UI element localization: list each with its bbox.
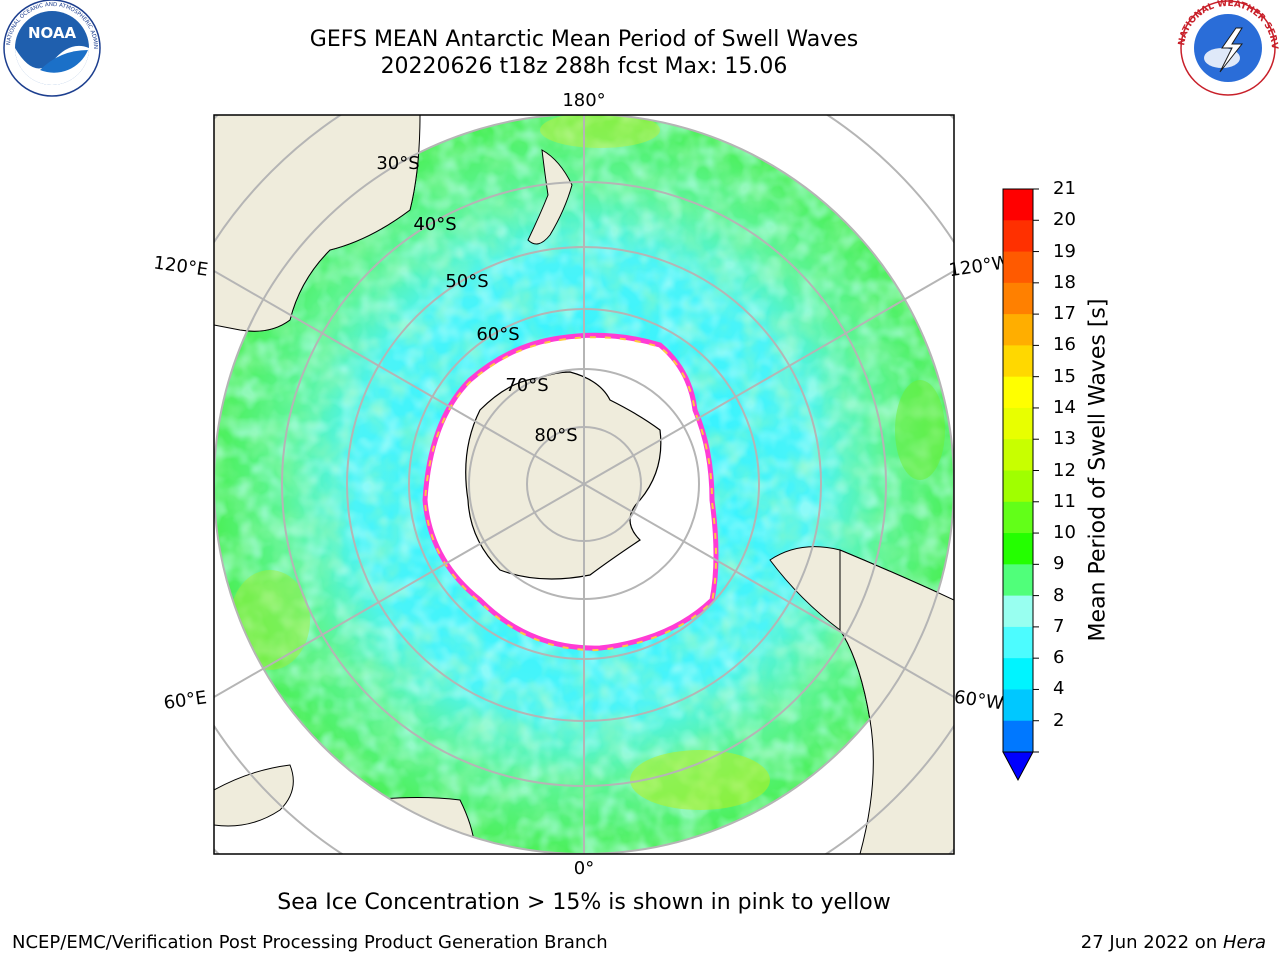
colorbar-tick-label: 11 xyxy=(1053,490,1076,512)
colorbar-swatch xyxy=(1003,689,1033,722)
colorbar-swatch xyxy=(1003,626,1033,659)
lat-label-70s: 70°S xyxy=(505,375,548,396)
lon-label-0: 0° xyxy=(574,858,594,879)
chart-title: GEFS MEAN Antarctic Mean Period of Swell… xyxy=(309,27,859,52)
colorbar-swatch xyxy=(1003,533,1033,565)
colorbar-swatch xyxy=(1003,345,1033,378)
noaa-logo: NOAA NATIONAL OCEANIC AND ATMOSPHERIC AD… xyxy=(0,0,101,97)
lon-label-120w: 120°W xyxy=(947,252,1011,281)
colorbar-tick-label: 19 xyxy=(1053,240,1076,262)
colorbar-tick-label: 7 xyxy=(1053,615,1065,637)
colorbar-swatch xyxy=(1003,251,1033,284)
colorbar-tick-label: 20 xyxy=(1053,209,1076,231)
colorbar-swatch xyxy=(1003,720,1033,753)
colorbar-swatch xyxy=(1003,501,1033,534)
lat-label-50s: 50°S xyxy=(445,271,488,292)
colorbar-swatch xyxy=(1003,407,1033,440)
meridian-120w xyxy=(583,270,954,485)
footer-host: Hera xyxy=(1222,932,1266,953)
colorbar-tick-label: 16 xyxy=(1053,334,1076,356)
colorbar-swatch xyxy=(1003,220,1033,253)
antarctica-land xyxy=(465,371,662,580)
colorbar-swatch xyxy=(1003,376,1033,409)
lat-label-80s: 80°S xyxy=(534,425,577,446)
lon-label-120e: 120°E xyxy=(152,252,209,280)
lon-label-180: 180° xyxy=(562,90,605,111)
colorbar-tick-label: 12 xyxy=(1053,459,1076,481)
colorbar-tick-label: 18 xyxy=(1053,271,1076,293)
lon-label-60w: 60°W xyxy=(953,687,1005,715)
meridian-120e xyxy=(214,270,585,485)
lat-label-60s: 60°S xyxy=(476,324,519,345)
footer-date-text: 27 Jun 2022 on xyxy=(1080,932,1223,953)
colorbar-tick-label: 8 xyxy=(1053,584,1065,606)
map-frame xyxy=(213,114,955,855)
colorbar-extend-arrow xyxy=(1002,751,1034,782)
colorbar-tick-label: 21 xyxy=(1053,178,1076,199)
colorbar-tick-label: 15 xyxy=(1053,365,1076,387)
footer-credit: NCEP/EMC/Verification Post Processing Pr… xyxy=(12,932,608,953)
nws-logo: NATIONAL WEATHER SERVICE xyxy=(1176,0,1279,96)
colorbar-swatch xyxy=(1003,439,1033,471)
meridian-60w xyxy=(583,483,954,698)
colorbar-tick-label: 13 xyxy=(1053,428,1076,450)
chart-subtitle: 20220626 t18z 288h fcst Max: 15.06 xyxy=(380,54,788,79)
colorbar-tick-label: 9 xyxy=(1053,553,1065,575)
colorbar-swatch xyxy=(1003,595,1033,628)
lat-label-30s: 30°S xyxy=(376,153,419,174)
colorbar-swatch xyxy=(1003,282,1033,315)
colorbar-tick-label: 4 xyxy=(1053,678,1065,700)
graticule xyxy=(214,115,954,854)
colorbar xyxy=(1002,188,1039,782)
meridian-60e xyxy=(214,483,585,698)
colorbar-swatch xyxy=(1003,189,1033,221)
colorbar-tick-label: 10 xyxy=(1053,522,1076,544)
colorbar-tick-label: 17 xyxy=(1053,303,1076,325)
lat-label-40s: 40°S xyxy=(413,214,456,235)
colorbar-swatch xyxy=(1003,470,1033,503)
colorbar-tick-label: 6 xyxy=(1053,647,1065,669)
colorbar-swatch xyxy=(1003,564,1033,597)
lon-label-60e: 60°E xyxy=(162,687,208,714)
footer-date: 27 Jun 2022 on Hera xyxy=(1081,932,1266,953)
colorbar-label: Mean Period of Swell Waves [s] xyxy=(1085,298,1111,642)
noaa-logo-text: NOAA xyxy=(28,24,77,42)
sea-ice-note: Sea Ice Concentration > 15% is shown in … xyxy=(277,890,891,915)
colorbar-tick-label: 14 xyxy=(1053,396,1076,418)
colorbar-swatch xyxy=(1003,314,1033,346)
colorbar-tick-label: 2 xyxy=(1053,709,1065,731)
new-zealand-land xyxy=(527,149,573,245)
colorbar-swatch xyxy=(1003,658,1033,690)
